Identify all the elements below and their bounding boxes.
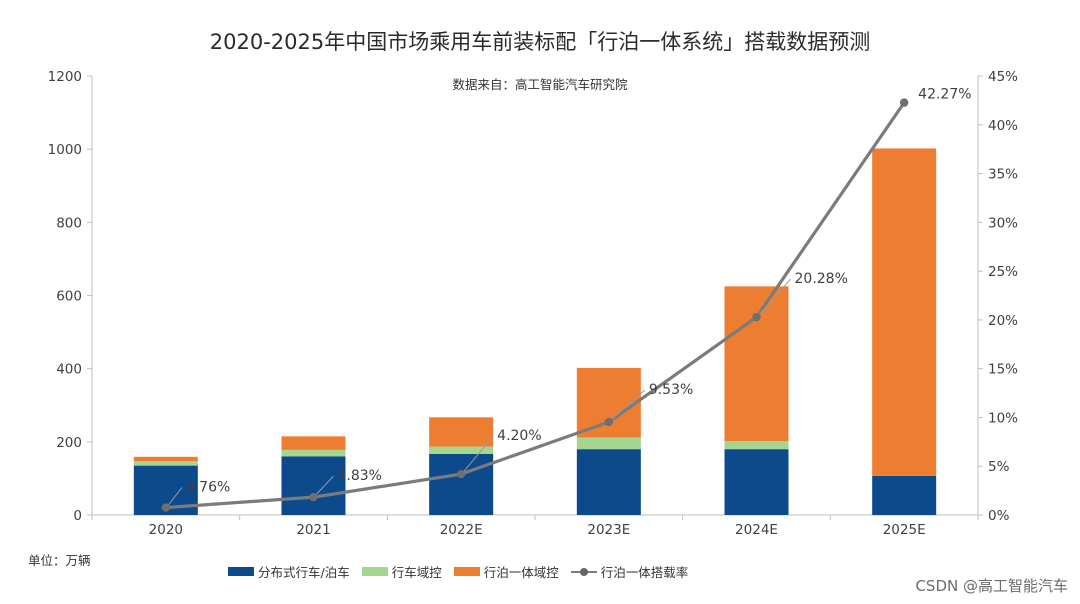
legend-swatch-integrated-domain bbox=[453, 567, 480, 576]
rate-point bbox=[161, 503, 171, 512]
y-left-tick-label: 1000 bbox=[48, 142, 82, 158]
legend-swatch-rate bbox=[570, 567, 597, 576]
legend-swatch-driving-domain bbox=[361, 567, 388, 576]
legend-item-rate: 行泊一体搭载率 bbox=[570, 562, 689, 581]
rate-data-label: 42.27% bbox=[918, 87, 971, 103]
rate-line bbox=[165, 101, 906, 510]
y-right-tick-label: 25% bbox=[988, 264, 1018, 280]
rate-point bbox=[456, 469, 466, 479]
x-tick-label: 2020 bbox=[149, 522, 183, 538]
y-right-tick-label: 30% bbox=[988, 215, 1018, 231]
rate-data-label: 0.76% bbox=[186, 480, 230, 496]
y-left-tick-label: 400 bbox=[56, 362, 82, 378]
bar-distributed bbox=[872, 475, 937, 515]
y-right-tick-label: 40% bbox=[988, 118, 1018, 134]
x-tick-label: 2021 bbox=[296, 522, 330, 538]
y-right-tick-label: 20% bbox=[988, 313, 1018, 329]
rate-point bbox=[752, 312, 761, 322]
unit-label: 单位：万辆 bbox=[28, 553, 91, 568]
y-right-tick-label: 45% bbox=[988, 69, 1018, 85]
legend-item-integrated-domain: 行泊一体域控 bbox=[453, 562, 559, 581]
rate-data-label: 20.28% bbox=[795, 271, 848, 287]
rate-label-leader bbox=[759, 278, 791, 315]
y-left-tick-label: 800 bbox=[56, 215, 82, 231]
bar-driving-domain bbox=[429, 446, 494, 454]
rate-label-leader bbox=[611, 389, 646, 420]
bar-driving-domain bbox=[576, 437, 641, 450]
bar-integrated-domain bbox=[724, 286, 789, 442]
source-note: 数据来自：高工智能汽车研究院 bbox=[452, 77, 628, 92]
legend: 分布式行车/泊车 行车域控 行泊一体域控 行泊一体搭载率 bbox=[228, 562, 688, 581]
watermark: CSDN @高工智能汽车 bbox=[915, 577, 1068, 595]
bar-integrated-domain bbox=[281, 436, 346, 450]
bar-driving-domain bbox=[281, 449, 346, 457]
legend-label-driving-domain: 行车域控 bbox=[391, 565, 442, 580]
x-tick-label: 2024E bbox=[735, 522, 778, 538]
rate-label-leader bbox=[463, 435, 494, 472]
y-left-tick-label: 200 bbox=[56, 435, 82, 451]
bar-distributed bbox=[576, 449, 641, 515]
bar-driving-domain bbox=[724, 441, 789, 450]
bar-distributed bbox=[724, 449, 789, 515]
rate-data-label: 4.20% bbox=[497, 428, 541, 444]
bar-distributed bbox=[281, 456, 346, 515]
x-tick-label: 2025E bbox=[883, 522, 926, 538]
bar-integrated-domain bbox=[429, 417, 494, 447]
x-tick-label: 2023E bbox=[587, 522, 630, 538]
y-right-tick-label: 15% bbox=[988, 362, 1018, 378]
y-right-tick-label: 10% bbox=[988, 410, 1018, 426]
y-right-tick-label: 35% bbox=[988, 167, 1018, 183]
y-left-tick-label: 0 bbox=[73, 508, 82, 524]
rate-data-label: 1.83% bbox=[338, 468, 382, 484]
bar-integrated-domain bbox=[576, 367, 641, 438]
y-right-tick-label: 0% bbox=[988, 508, 1010, 524]
legend-label-integrated-domain: 行泊一体域控 bbox=[483, 565, 559, 580]
rate-point bbox=[309, 492, 318, 502]
y-right-tick-label: 5% bbox=[988, 459, 1010, 475]
chart-title: 2020-2025年中国市场乘用车前装标配「行泊一体系统」搭载数据预测 bbox=[209, 30, 871, 54]
legend-label-rate: 行泊一体搭载率 bbox=[600, 565, 689, 580]
legend-swatch-distributed bbox=[228, 567, 254, 576]
rate-point bbox=[604, 417, 614, 427]
rate-label-leader bbox=[316, 475, 334, 495]
rate-data-label: 9.53% bbox=[649, 382, 693, 398]
legend-item-driving-domain: 行车域控 bbox=[361, 562, 442, 581]
y-left-tick-label: 600 bbox=[56, 289, 82, 305]
bar-distributed bbox=[429, 453, 494, 515]
rate-point bbox=[899, 98, 909, 107]
bar-integrated-domain bbox=[872, 148, 937, 476]
rate-label-leader bbox=[168, 487, 183, 505]
legend-label-distributed: 分布式行车/泊车 bbox=[258, 565, 350, 580]
bar-integrated-domain bbox=[133, 456, 198, 462]
y-left-tick-label: 1200 bbox=[48, 69, 82, 85]
legend-item-distributed: 分布式行车/泊车 bbox=[228, 562, 350, 581]
bar-driving-domain bbox=[133, 461, 198, 466]
x-tick-label: 2022E bbox=[440, 522, 483, 538]
